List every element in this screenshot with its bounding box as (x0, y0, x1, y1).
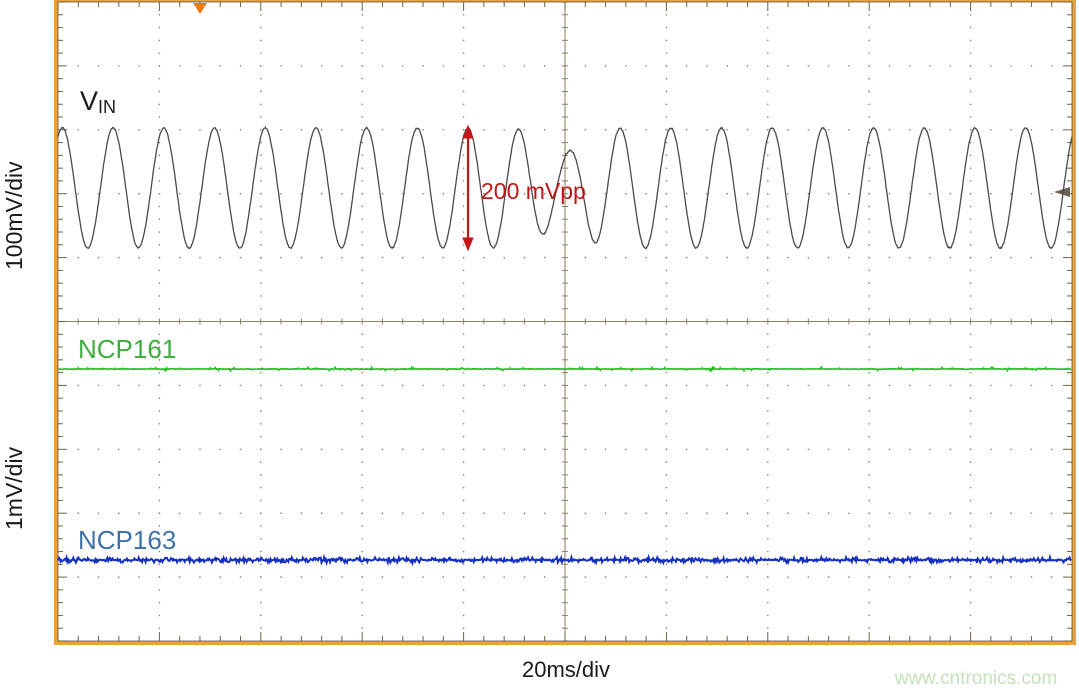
svg-text:100mV/div: 100mV/div (1, 161, 27, 270)
svg-text:NCP163: NCP163 (78, 525, 176, 555)
svg-text:1mV/div: 1mV/div (1, 446, 27, 530)
svg-text:NCP161: NCP161 (78, 334, 176, 364)
svg-text:www.cntronics.com: www.cntronics.com (894, 668, 1058, 689)
svg-text:200 mVpp: 200 mVpp (481, 178, 586, 204)
svg-text:20ms/div: 20ms/div (522, 657, 610, 682)
